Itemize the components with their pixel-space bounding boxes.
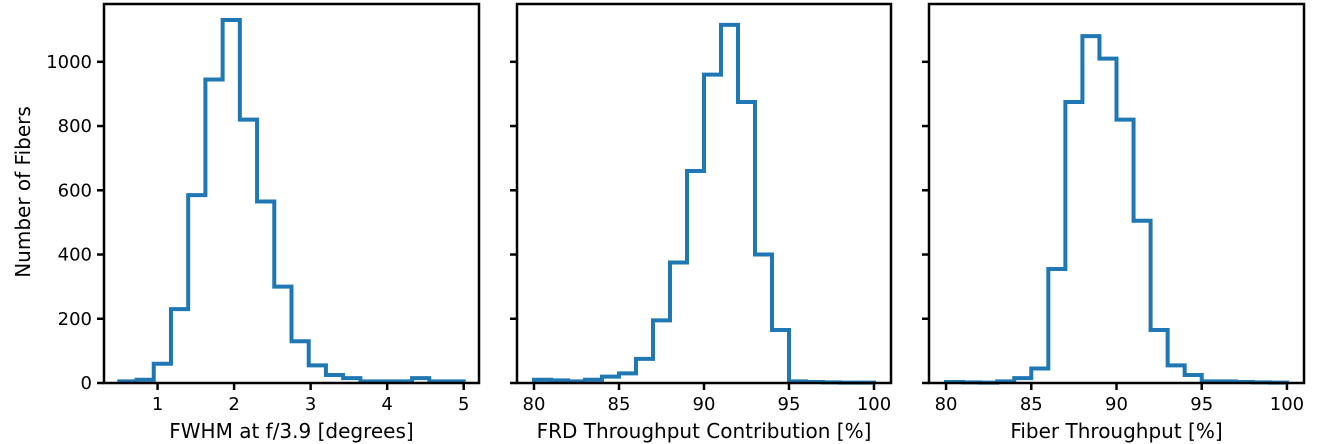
histogram-bin xyxy=(738,102,755,383)
y-tick-label: 0 xyxy=(81,373,92,394)
x-tick-label: 100 xyxy=(1270,394,1304,415)
histogram-bin xyxy=(1048,269,1065,383)
histogram-bin xyxy=(171,309,188,383)
histogram-bin xyxy=(188,195,205,383)
x-tick-label: 80 xyxy=(523,394,546,415)
histogram-bin xyxy=(704,75,721,383)
histogram-panel-3: 80 85 90 95 100 Fiber Throughput [%] xyxy=(922,2,1306,443)
histogram-bin xyxy=(1151,330,1168,383)
histogram-bin xyxy=(274,287,291,383)
histogram-bin xyxy=(1099,59,1116,383)
histogram-bin xyxy=(154,364,171,383)
histogram-bin xyxy=(1065,102,1082,383)
x-tick-label: 1 xyxy=(152,394,163,415)
histogram-bin xyxy=(619,373,636,383)
x-tick-label: 3 xyxy=(305,394,316,415)
histogram-bin xyxy=(223,20,240,383)
plot-frame xyxy=(515,2,893,385)
histogram-bin xyxy=(309,365,326,383)
x-tick-label: 4 xyxy=(381,394,392,415)
x-axis-label: Fiber Throughput [%] xyxy=(1010,419,1222,443)
histogram-bin xyxy=(1117,120,1134,383)
x-tick-label: 80 xyxy=(935,394,958,415)
histogram-bin xyxy=(1031,369,1048,383)
histogram-bin xyxy=(653,320,670,383)
histogram-panel-2: 80 85 90 95 100 FRD Throughput Contribution [… xyxy=(510,2,893,443)
x-tick-label: 2 xyxy=(228,394,239,415)
y-tick-label: 200 xyxy=(58,309,92,330)
x-tick-label: 85 xyxy=(608,394,631,415)
y-tick-label: 800 xyxy=(58,116,92,137)
y-axis-label: Number of Fibers xyxy=(11,106,35,278)
histogram-panel-1: 0 200 400 600 800 1000 1 2 3 4 5 FWHM at f/3.9 [deg… xyxy=(46,2,481,443)
histogram-bin xyxy=(1168,365,1185,383)
x-tick-label: 90 xyxy=(1105,394,1128,415)
y-tick-label: 400 xyxy=(58,245,92,266)
histogram-bin xyxy=(772,330,789,383)
histogram-bin xyxy=(687,171,704,383)
histogram-bin xyxy=(292,341,309,383)
x-tick-label: 90 xyxy=(693,394,716,415)
histogram-bin xyxy=(670,263,687,383)
x-tick-label: 95 xyxy=(1190,394,1213,415)
x-tick-label: 85 xyxy=(1020,394,1043,415)
histogram-bin xyxy=(1082,36,1099,383)
plot-frame xyxy=(102,2,481,385)
x-tick-label: 5 xyxy=(458,394,469,415)
histogram-bin xyxy=(205,79,222,383)
histogram-bin xyxy=(240,120,257,383)
histogram-bin xyxy=(755,255,772,383)
x-tick-label: 95 xyxy=(778,394,801,415)
histogram-bin xyxy=(1134,221,1151,383)
histogram-bin xyxy=(721,25,738,383)
histogram-bin xyxy=(636,359,653,383)
histogram-step-line xyxy=(117,18,466,384)
x-tick-label: 100 xyxy=(857,394,891,415)
y-tick-label: 600 xyxy=(58,180,92,201)
x-axis-label: FWHM at f/3.9 [degrees] xyxy=(169,419,413,443)
histogram-bin xyxy=(257,202,274,383)
x-axis-label: FRD Throughput Contribution [%] xyxy=(537,419,872,443)
y-tick-label: 1000 xyxy=(46,52,92,73)
plot-frame xyxy=(927,2,1306,385)
